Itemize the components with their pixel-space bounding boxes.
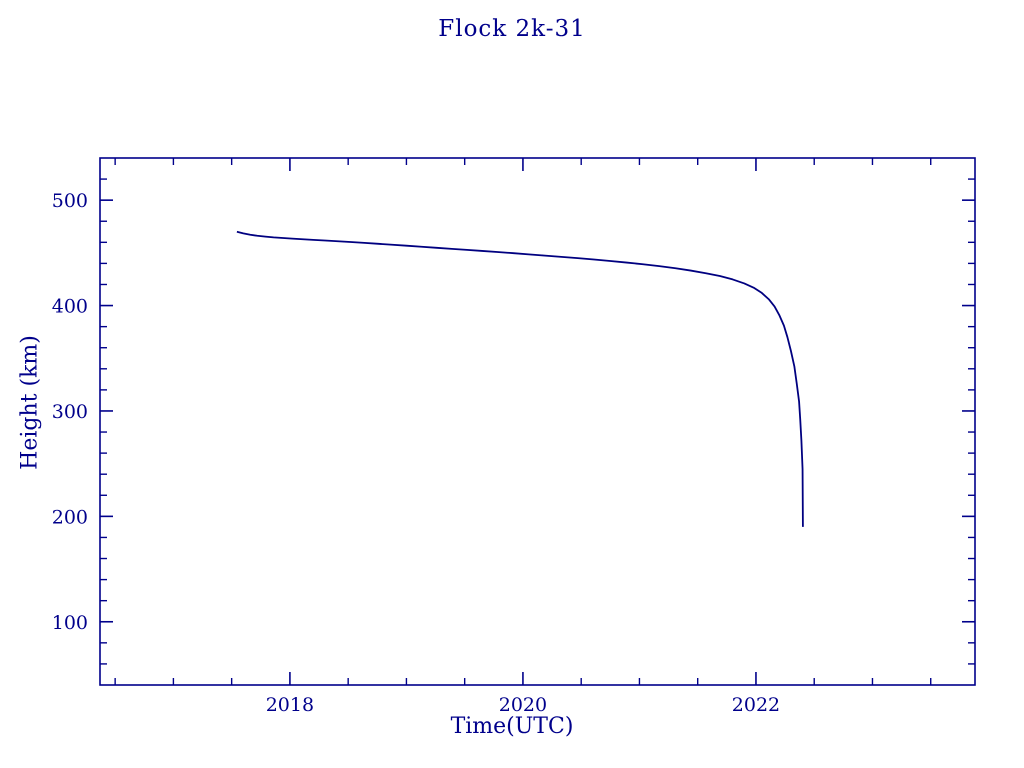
y-axis-label: Height (km) (17, 335, 43, 470)
y-axis-tick-labels: 500 400 300 200 100 (52, 190, 88, 634)
data-series-group (236, 230, 804, 527)
data-line-height-series (236, 230, 804, 527)
x-tick-label: 2018 (266, 694, 314, 716)
y-tick-label: 100 (52, 612, 88, 634)
axis-frame (99, 157, 976, 686)
x-tick-label: 2022 (732, 694, 780, 716)
y-tick-label: 400 (52, 296, 88, 318)
x-axis-label: Time(UTC) (450, 714, 574, 739)
y-tick-label: 300 (52, 401, 88, 423)
chart-title: Flock 2k-31 (438, 16, 586, 42)
y-tick-label: 500 (52, 190, 88, 212)
plot-frame (99, 157, 976, 686)
x-axis-ticks (114, 158, 932, 685)
y-axis-ticks (100, 178, 975, 665)
x-axis-tick-labels: 2018 2020 2022 (266, 694, 780, 716)
y-tick-label: 200 (52, 506, 88, 528)
x-tick-label: 2020 (499, 694, 547, 716)
